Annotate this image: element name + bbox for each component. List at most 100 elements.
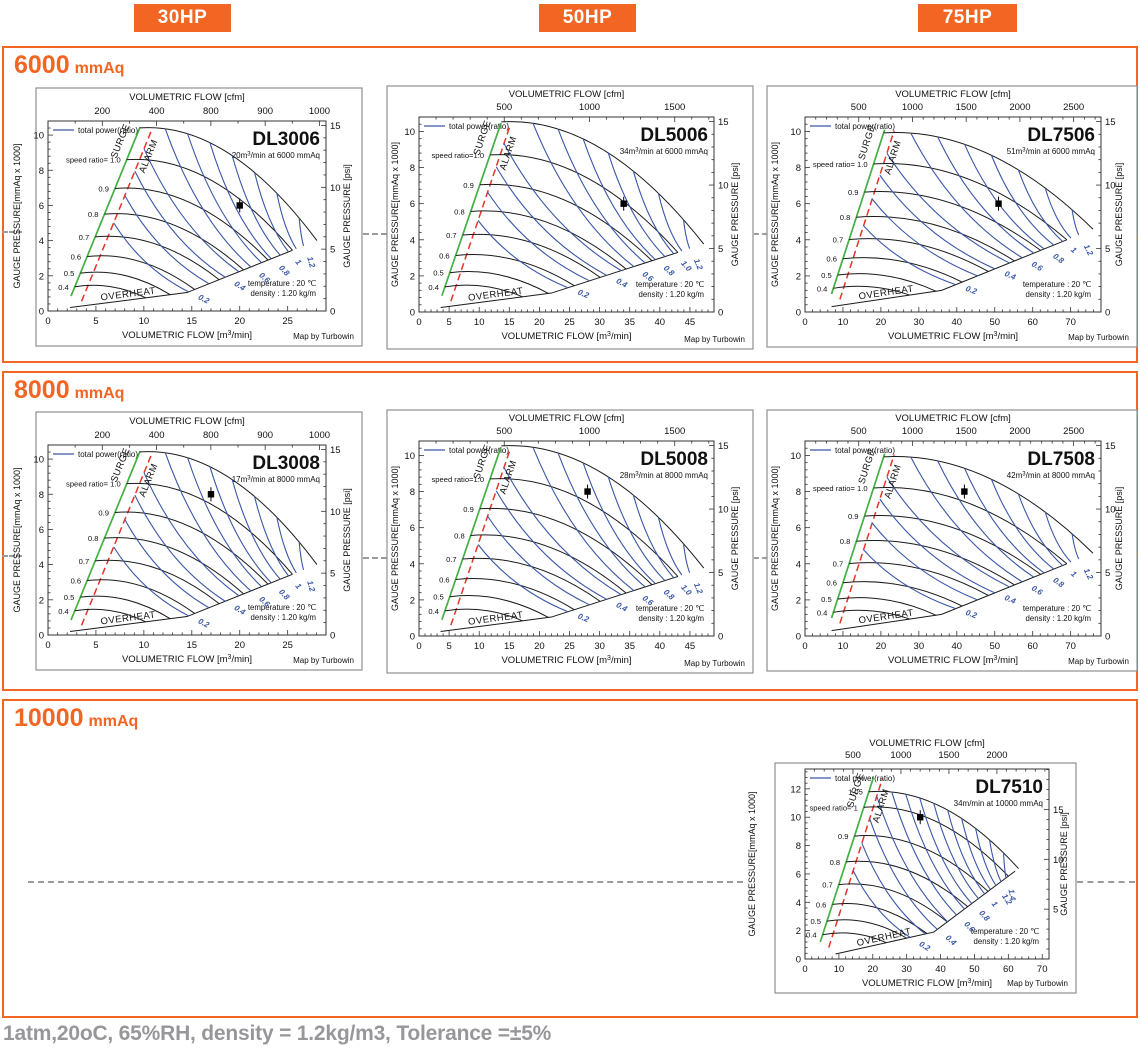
x-tick-label: 20: [234, 316, 245, 327]
psi-tick-label: 0: [718, 308, 723, 319]
power-ratio-label: 1: [990, 900, 1000, 910]
x-tick-label: 30: [914, 317, 925, 328]
surge-line: [830, 453, 886, 619]
chart-frame: [35, 411, 363, 671]
speed-ratio-label: 0.5: [64, 593, 75, 602]
speed-ratio-label: 0.8: [840, 537, 851, 546]
cfm-tick-label: 900: [257, 430, 273, 441]
y-tick-label: 0: [410, 308, 415, 319]
top-axis-title: VOLUMETRIC FLOW [cfm]: [509, 89, 625, 100]
cfm-tick-label: 800: [203, 430, 219, 441]
y-tick-label: 10: [790, 813, 801, 824]
alarm-line: [839, 454, 895, 624]
y-tick-label: 0: [796, 955, 801, 966]
cfm-tick-label: 2000: [1009, 102, 1030, 113]
power-ratio-label: 0.2: [964, 284, 978, 296]
x-tick-label: 25: [564, 641, 575, 652]
speed-ratio-label: speed ratio= 1.0: [813, 484, 868, 493]
left-axis-title: GAUGE PRESSURE[mmAq x 1000]: [12, 467, 22, 612]
psi-tick-label: 5: [1105, 244, 1110, 255]
y-tick-label: 0: [410, 632, 415, 643]
section-value: 6000: [14, 51, 70, 79]
y-tick-label: 4: [796, 559, 801, 570]
x-tick-label: 15: [187, 316, 198, 327]
temperature-note: temperature : 20 ℃: [248, 279, 316, 288]
bottom-axis-title: VOLUMETRIC FLOW [m3/min]: [501, 655, 631, 666]
x-tick-label: 20: [234, 640, 245, 651]
legend-label: total power(ratio): [835, 446, 895, 455]
cfm-tick-label: 200: [94, 430, 110, 441]
x-tick-label: 50: [989, 317, 1000, 328]
dashed-connector: [2, 555, 22, 557]
x-tick-label: 15: [504, 641, 515, 652]
boundary-line: [69, 573, 293, 632]
surge-line: [70, 450, 141, 621]
x-tick-label: 10: [474, 317, 485, 328]
performance-map-DL3008: 0 5 10 15 20 25 0 2 4 6 8 10 200 400 800 900 1000 0 5 10 15 V…: [12, 411, 363, 671]
y-tick-label: 10: [33, 455, 44, 466]
cfm-tick-label: 500: [496, 102, 512, 113]
chart-panel-DL7506: 0 10 20 30 40 50 60 70 0 2 4 6 8 10 500 1000 1500 2000 250…: [766, 85, 1138, 351]
map-curves: [440, 445, 705, 632]
cfm-tick-label: 1000: [579, 426, 600, 437]
alarm-line: [80, 127, 154, 302]
x-tick-label: 15: [187, 640, 198, 651]
chart-title: DL7510: [975, 777, 1043, 798]
x-tick-label: 5: [93, 316, 98, 327]
hp-tab-30hp[interactable]: 30HP: [134, 4, 231, 32]
x-tick-label: 50: [989, 641, 1000, 652]
section-unit: mmAq: [88, 713, 139, 730]
operating-point-marker: [917, 810, 924, 825]
hp-tab-75hp[interactable]: 75HP: [918, 4, 1017, 32]
credit-label: Map by Turbowin: [293, 332, 354, 341]
chart-title: DL3006: [252, 129, 320, 150]
x-tick-label: 10: [139, 640, 150, 651]
chart-panel-DL3008: 0 5 10 15 20 25 0 2 4 6 8 10 200 400 800 900 1000 0 5 10 15 V…: [8, 411, 363, 674]
psi-tick-label: 10: [330, 183, 341, 194]
y-tick-label: 6: [796, 199, 801, 210]
speed-ratio-label: 1.05: [848, 788, 863, 797]
cfm-tick-label: 1000: [902, 426, 923, 437]
cfm-tick-label: 1500: [956, 102, 977, 113]
operating-point-marker: [995, 196, 1002, 211]
speed-ratio-label: 0.5: [64, 269, 75, 278]
speed-ratio-label: speed ratio= 1.0: [66, 480, 121, 489]
cfm-tick-label: 1500: [664, 102, 685, 113]
x-tick-label: 30: [594, 641, 605, 652]
psi-tick-label: 0: [1105, 308, 1110, 319]
y-tick-label: 6: [796, 869, 801, 880]
speed-ratio-label: 0.6: [71, 577, 82, 586]
x-tick-label: 30: [594, 317, 605, 328]
section-title-10000: 10000 mmAq: [14, 704, 138, 733]
chart-title: DL5006: [640, 125, 708, 146]
y-tick-label: 2: [796, 271, 801, 282]
hp-tab-50hp[interactable]: 50HP: [539, 4, 636, 32]
x-tick-label: 20: [876, 317, 887, 328]
density-note: density : 1.20 kg/m: [639, 290, 704, 299]
psi-tick-label: 0: [1105, 632, 1110, 643]
x-tick-label: 0: [416, 317, 421, 328]
speed-ratio-label: 0.9: [463, 505, 474, 514]
cfm-tick-label: 200: [94, 106, 110, 117]
alarm-line: [450, 123, 512, 302]
map-curves: [830, 129, 1094, 308]
cfm-tick-label: 2500: [1063, 102, 1084, 113]
power-ratio-label: 0.2: [964, 608, 978, 620]
y-tick-label: 4: [796, 235, 801, 246]
speed-ratio-label: 0.4: [58, 607, 69, 616]
speed-ratio-label: 0.6: [439, 575, 450, 584]
x-tick-label: 10: [838, 317, 849, 328]
speed-ratio-label: 0.7: [446, 555, 457, 564]
plot-area-border: [47, 120, 327, 312]
speed-ratio-label: 0.9: [848, 188, 859, 197]
x-tick-label: 40: [655, 317, 666, 328]
power-curves: [113, 128, 305, 293]
psi-tick-label: 0: [330, 631, 335, 642]
y-tick-label: 0: [796, 632, 801, 643]
x-tick-label: 20: [534, 317, 545, 328]
power-ratio-label: 1.2: [305, 256, 317, 270]
bottom-axis-title: VOLUMETRIC FLOW [m3/min]: [501, 331, 631, 342]
operating-point-marker: [584, 484, 591, 499]
temperature-note: temperature : 20 ℃: [248, 603, 316, 612]
speed-ratio-label: 0.9: [848, 512, 859, 521]
